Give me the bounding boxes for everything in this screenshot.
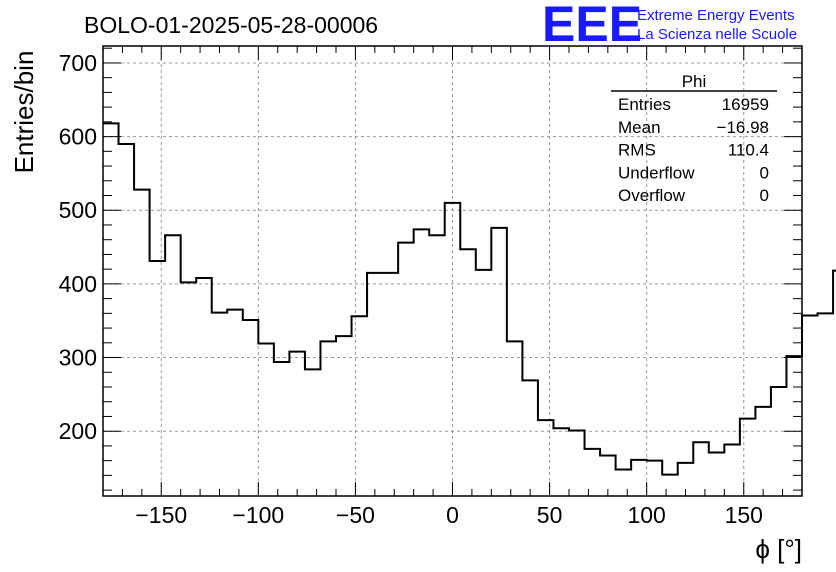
stats-label: Underflow (618, 163, 695, 182)
axes: −150 −100 −50 0 50 100 150 200 300 400 500 600 700 (59, 45, 803, 528)
x-tick-label: −50 (336, 502, 375, 528)
histogram-line (103, 122, 836, 476)
x-tick-label: 0 (446, 502, 459, 528)
x-tick-label: −100 (232, 502, 284, 528)
stats-value: −16.98 (717, 118, 769, 137)
y-tick-label: 300 (59, 345, 97, 371)
y-tick-label: 700 (59, 50, 97, 76)
grid (103, 46, 802, 496)
stats-box: Phi Entries 16959 Mean −16.98 RMS 110.4 Underfl… (611, 72, 777, 205)
stats-label: RMS (618, 141, 656, 160)
chart-title: BOLO-01-2025-05-28-00006 (84, 12, 378, 38)
x-tick-label: 100 (627, 502, 665, 528)
stats-value: 0 (760, 163, 769, 182)
x-tick-label: 150 (725, 502, 763, 528)
stats-title: Phi (682, 72, 707, 91)
y-tick-label: 400 (59, 271, 97, 297)
eee-logo-mark: EEE (542, 0, 642, 52)
stats-value: 16959 (722, 95, 769, 114)
x-tick-label: 50 (537, 502, 563, 528)
stats-label: Overflow (618, 186, 686, 205)
stats-value: 0 (760, 186, 769, 205)
eee-logo-line1: Extreme Energy Events (637, 7, 795, 24)
y-tick-label: 200 (59, 418, 97, 444)
x-axis-label: ϕ [°] (755, 534, 802, 564)
eee-logo-line2: La Scienza nelle Scuole (637, 26, 797, 43)
stats-label: Entries (618, 95, 671, 114)
stats-label: Mean (618, 118, 661, 137)
stats-value: 110.4 (728, 141, 769, 160)
y-axis-label: Entries/bin (9, 51, 39, 174)
y-tick-label: 500 (59, 197, 97, 223)
eee-logo: EEE Extreme Energy Events La Scienza nel… (542, 0, 797, 52)
x-tick-label: −150 (135, 502, 187, 528)
y-tick-label: 600 (59, 124, 97, 150)
